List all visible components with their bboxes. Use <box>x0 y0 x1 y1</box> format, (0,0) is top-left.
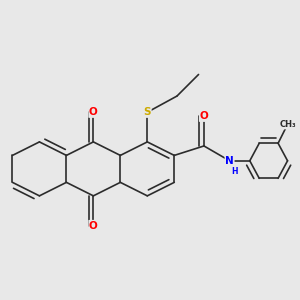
Text: N: N <box>225 156 234 166</box>
Text: O: O <box>200 111 208 121</box>
Text: O: O <box>89 107 98 117</box>
Text: S: S <box>144 107 151 117</box>
Text: H: H <box>231 167 237 176</box>
Text: O: O <box>89 220 98 230</box>
Text: CH₃: CH₃ <box>279 120 296 129</box>
